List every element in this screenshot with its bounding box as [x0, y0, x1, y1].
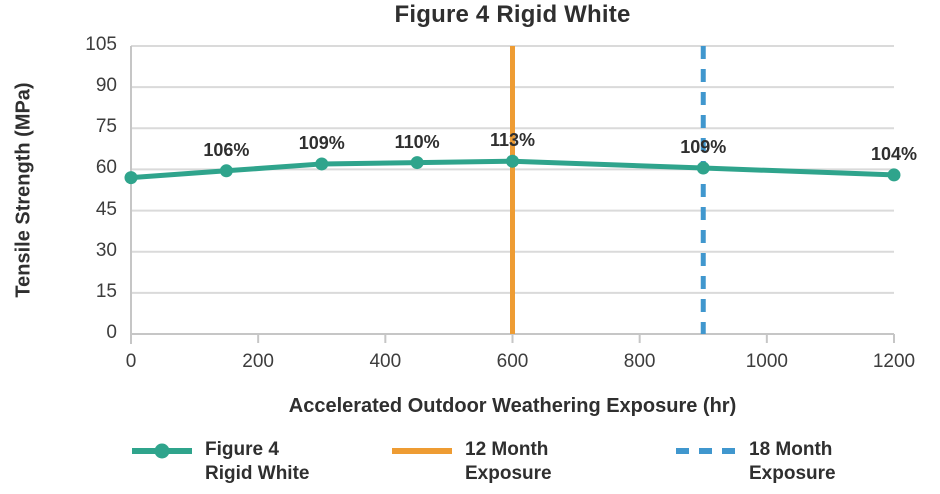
point-percent-label: 113% — [489, 130, 536, 151]
series-line-marker-swatch — [130, 438, 194, 462]
point-percent-label: 106% — [203, 139, 250, 160]
point-percent-label: 109% — [298, 132, 345, 153]
y-tick-label: 15 — [95, 280, 117, 302]
legend-item-18-month-exposure: 18 Month Exposure — [674, 438, 836, 486]
x-tick-label: 1200 — [872, 351, 916, 372]
point-percent-label: 109% — [680, 137, 727, 158]
x-tick-label: 800 — [623, 351, 656, 372]
y-tick-label: 105 — [85, 34, 117, 56]
y-tick-label: 45 — [95, 198, 117, 220]
x-tick-label: 400 — [369, 351, 402, 372]
series-marker — [124, 171, 138, 185]
legend-item-figure-4-rigid-white: Figure 4 Rigid White — [130, 438, 309, 486]
y-tick-label: 75 — [95, 116, 117, 138]
series-marker — [410, 156, 424, 170]
series-marker — [506, 154, 519, 168]
legend-label-figure-4-rigid-white: Figure 4 Rigid White — [205, 439, 310, 484]
legend: Figure 4 Rigid White 12 Month Exposure 1… — [0, 438, 940, 494]
x-tick-label: 600 — [496, 351, 529, 372]
y-tick-label: 30 — [95, 239, 117, 261]
chart-title: Figure 4 Rigid White — [394, 1, 631, 28]
solid-line-swatch — [390, 438, 454, 462]
point-percent-label: 104% — [870, 143, 918, 164]
legend-label-18-month-exposure: 18 Month Exposure — [749, 439, 836, 484]
series-marker — [696, 161, 710, 175]
series-marker — [315, 157, 329, 171]
series-marker — [219, 164, 233, 178]
y-tick-label: 90 — [95, 75, 117, 97]
x-axis-title: Accelerated Outdoor Weathering Exposure … — [288, 395, 737, 417]
legend-swatch-marker — [154, 443, 170, 459]
x-tick-label: 1000 — [745, 351, 788, 372]
legend-label-12-month-exposure: 12 Month Exposure — [465, 439, 552, 484]
x-tick-label: 0 — [125, 351, 137, 372]
x-tick-label: 200 — [242, 351, 274, 372]
dashed-line-swatch — [674, 438, 738, 462]
series-marker — [887, 168, 901, 182]
y-tick-label: 60 — [95, 157, 117, 179]
y-tick-label: 0 — [106, 322, 117, 344]
legend-item-12-month-exposure: 12 Month Exposure — [390, 438, 552, 486]
point-percent-label: 110% — [394, 131, 440, 152]
